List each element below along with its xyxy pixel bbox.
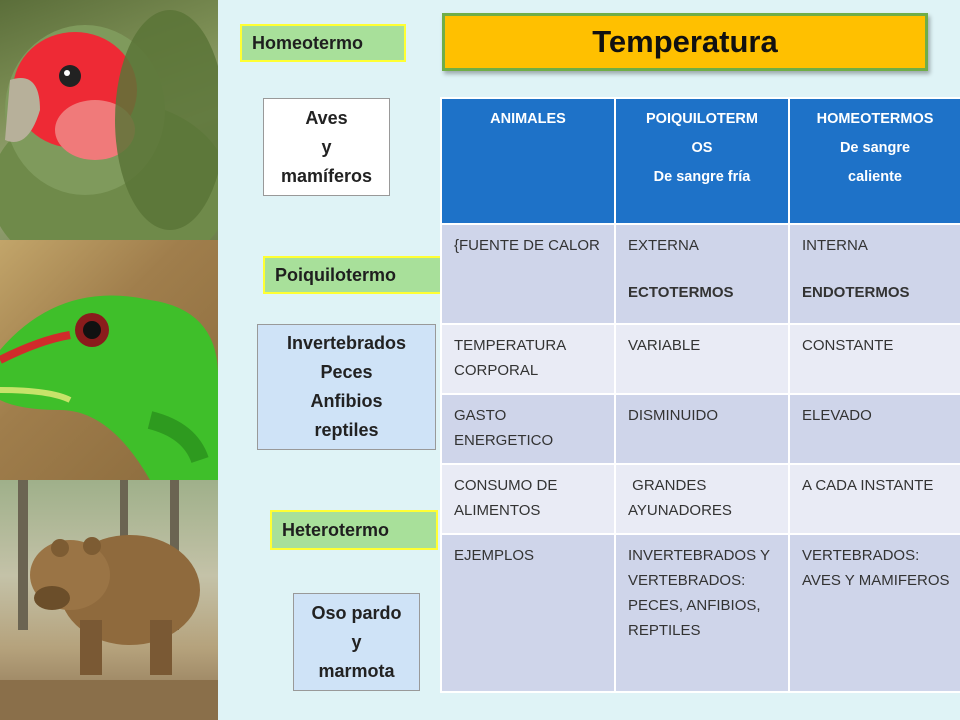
header-animales: ANIMALES — [440, 97, 616, 225]
comparison-table: ANIMALES POIQUILOTERM OS De sangre fría … — [440, 97, 960, 693]
lizard-photo — [0, 240, 218, 480]
heterotermo-examples: Oso pardo y marmota — [293, 593, 420, 691]
poiq-line-4: reptiles — [314, 420, 379, 440]
table-row: TEMPERATURA CORPORAL VARIABLE CONSTANTE — [440, 323, 960, 395]
row-cell: ELEVADO — [788, 393, 960, 465]
parrot-photo — [0, 0, 218, 240]
table-row: {FUENTE DE CALOR EXTERNA ECTOTERMOS INTE… — [440, 223, 960, 325]
row-cell: VARIABLE — [614, 323, 790, 395]
row-cell: A CADA INSTANTE — [788, 463, 960, 535]
heterotermo-tag: Heterotermo — [270, 510, 438, 550]
row-label: TEMPERATURA CORPORAL — [440, 323, 616, 395]
row-label: CONSUMO DE ALIMENTOS — [440, 463, 616, 535]
homeo-line-2: y — [321, 136, 332, 157]
hetero-line-3: marmota — [318, 660, 395, 681]
row-cell: INTERNA ENDOTERMOS — [788, 223, 960, 325]
row-cell: CONSTANTE — [788, 323, 960, 395]
row-cell: DISMINUIDO — [614, 393, 790, 465]
table-row: GASTO ENERGETICO DISMINUIDO ELEVADO — [440, 393, 960, 465]
poiq-line-1: Invertebrados — [286, 333, 407, 353]
homeo-line-3: mamíferos — [280, 165, 373, 186]
header-homeotermos: HOMEOTERMOS De sangre caliente — [788, 97, 960, 225]
page-title: Temperatura — [442, 13, 928, 71]
homeotermo-examples: Aves y mamíferos — [263, 98, 390, 196]
poiquilotermo-tag: Poiquilotermo — [263, 256, 445, 294]
row-label: GASTO ENERGETICO — [440, 393, 616, 465]
row-cell: INVERTEBRADOS Y VERTEBRADOS: PECES, ANFI… — [614, 533, 790, 693]
hetero-line-1: Oso pardo — [311, 602, 402, 623]
table-row: EJEMPLOS INVERTEBRADOS Y VERTEBRADOS: PE… — [440, 533, 960, 693]
homeo-line-1: Aves — [305, 107, 348, 128]
table-header-row: ANIMALES POIQUILOTERM OS De sangre fría … — [440, 97, 960, 225]
poiquilotermo-examples: Invertebrados Peces Anfibios reptiles — [257, 324, 436, 450]
table-row: CONSUMO DE ALIMENTOS GRANDES AYUNADORES … — [440, 463, 960, 535]
header-poiquilotermos: POIQUILOTERM OS De sangre fría — [614, 97, 790, 225]
row-cell: VERTEBRADOS: AVES Y MAMIFEROS — [788, 533, 960, 693]
row-cell: EXTERNA ECTOTERMOS — [614, 223, 790, 325]
bear-photo — [0, 480, 218, 720]
row-label: EJEMPLOS — [440, 533, 616, 693]
poiq-line-3: Anfibios — [310, 391, 383, 411]
poiq-line-2: Peces — [320, 362, 373, 382]
row-label: {FUENTE DE CALOR — [440, 223, 616, 325]
hetero-line-2: y — [351, 631, 362, 652]
row-cell: GRANDES AYUNADORES — [614, 463, 790, 535]
homeotermo-tag: Homeotermo — [240, 24, 406, 62]
